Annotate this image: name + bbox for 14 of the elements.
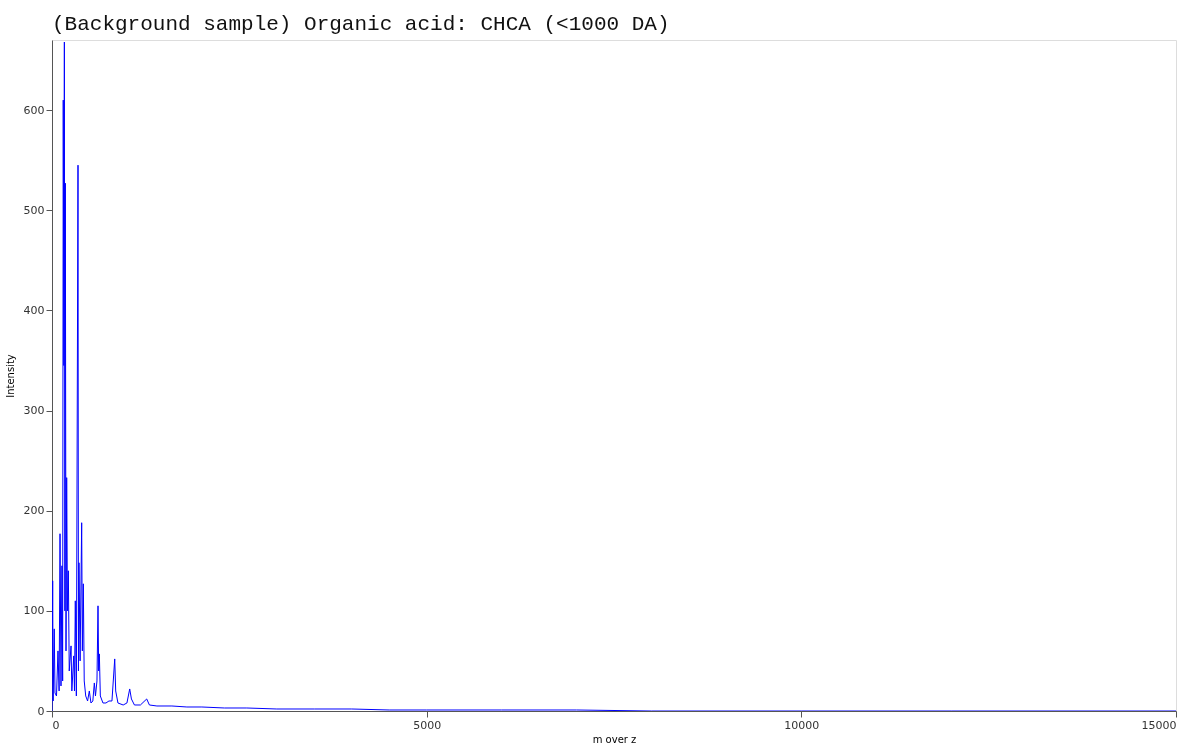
chart-title: (Background sample) Organic acid: CHCA (<1000 DA) xyxy=(52,13,670,36)
y-tick-label: 200 xyxy=(23,504,45,518)
y-tick-label: 300 xyxy=(23,404,45,418)
y-axis-title: Intensity xyxy=(4,354,16,398)
y-tick-label: 500 xyxy=(23,203,45,217)
y-tick-label: 600 xyxy=(23,103,45,117)
x-tick-label: 5000 xyxy=(413,718,442,732)
x-tick-label: 10000 xyxy=(784,718,820,732)
x-tick-label: 0 xyxy=(52,718,60,732)
y-tick-label: 400 xyxy=(23,303,45,317)
x-tick-label: 15000 xyxy=(1141,718,1177,732)
x-axis-title: m over z xyxy=(592,733,637,743)
y-tick-label: 100 xyxy=(23,604,45,618)
y-tick-label: 0 xyxy=(37,704,45,718)
